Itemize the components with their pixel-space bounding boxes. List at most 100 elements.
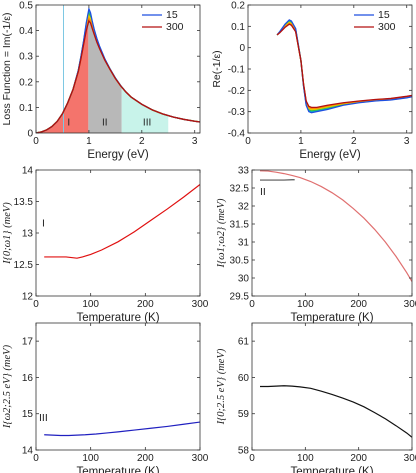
y-tick-label: 0.2 <box>231 1 245 12</box>
x-tick-label: 300 <box>404 299 416 310</box>
y-tick-label: 32 <box>238 202 250 213</box>
series-line-1 <box>260 385 412 438</box>
plot-area <box>260 385 412 438</box>
series-300 <box>36 19 200 133</box>
series-line-1 <box>44 184 200 259</box>
y-tick-label: 32.5 <box>230 184 250 195</box>
y-tick-label: 0 <box>239 43 245 54</box>
y-axis-label: I{0;ω1} (meV) <box>2 202 13 265</box>
y-tick-label: 15 <box>22 409 34 420</box>
plot-area <box>276 19 412 114</box>
panel-I1: 0 100 200 300 12 12.5 13 13.5 14 Temperature (K) I… <box>2 166 209 325</box>
x-tick-label: 200 <box>350 453 367 464</box>
region-label: I <box>67 117 70 128</box>
y-tick-label: 0.1 <box>231 22 245 33</box>
x-axis-label: Temperature (K) <box>290 312 373 324</box>
y-tick-label: 29.5 <box>230 292 250 303</box>
x-tick-label: 3 <box>404 136 410 147</box>
x-tick-label: 2 <box>351 136 357 147</box>
region-label: II <box>102 117 108 128</box>
y-tick-label: 0.5 <box>19 1 33 12</box>
x-tick-label: 300 <box>404 453 416 464</box>
y-tick-label: 12.5 <box>14 260 34 271</box>
legend-label: 15 <box>378 9 390 21</box>
plot-area <box>44 184 200 259</box>
y-tick-label: 12 <box>22 292 34 303</box>
plot-area <box>44 421 200 437</box>
y-tick-label: -0.1 <box>228 65 246 76</box>
y-axis-label: Loss Function = Im(-1/ε) <box>1 13 13 126</box>
y-tick-label: -0.4 <box>228 129 246 140</box>
x-tick-label: 200 <box>137 453 154 464</box>
axes-frame <box>35 169 201 297</box>
x-tick-label: 1 <box>86 136 92 147</box>
y-tick-label: 30.5 <box>230 256 250 267</box>
y-tick-label: 0.2 <box>19 77 33 88</box>
series-15 <box>276 19 412 114</box>
x-tick-label: 300 <box>192 453 209 464</box>
x-axis-label: Temperature (K) <box>290 466 373 473</box>
region-3 <box>121 87 169 133</box>
panel-total: 0 100 200 300 58 59 60 61 Temperature (K) I{0;2.5… <box>216 322 416 473</box>
x-tick-label: 2 <box>139 136 145 147</box>
x-tick-label: 0 <box>245 136 251 147</box>
x-tick-label: 100 <box>297 453 314 464</box>
panel-III: 0 100 200 300 14 15 16 17 Temperature (K) I{ω2;2.… <box>2 322 209 473</box>
x-axis-label: Temperature (K) <box>76 466 159 473</box>
x-tick-label: 0 <box>249 299 255 310</box>
x-tick-label: 0 <box>33 136 39 147</box>
y-axis-label: I{0;2.5 eV} (meV) <box>216 348 227 425</box>
legend-label: 300 <box>378 21 396 33</box>
y-tick-label: 58 <box>238 446 250 457</box>
axes-frame <box>251 169 413 297</box>
x-tick-label: 1 <box>298 136 304 147</box>
y-tick-label: 16 <box>22 373 34 384</box>
series-line-1 <box>44 421 200 437</box>
y-tick-label: 30 <box>238 274 250 285</box>
y-tick-label: 0.3 <box>19 52 33 63</box>
y-tick-label: 0.1 <box>19 103 33 114</box>
y-tick-label: 0 <box>27 129 33 140</box>
y-axis-label: I{ω1;ω2} (meV) <box>216 198 227 269</box>
x-axis-label: Energy (eV) <box>87 149 149 161</box>
y-tick-label: 13.5 <box>14 197 34 208</box>
panel-II: 0 100 200 300 29.5 30 30.5 31 31.5 32 32.5 33 Temper… <box>216 166 416 325</box>
x-tick-label: 0 <box>33 299 39 310</box>
x-tick-label: 100 <box>82 453 99 464</box>
axes-frame <box>35 4 201 134</box>
panel-label: III <box>39 412 48 424</box>
region-2 <box>88 21 122 133</box>
x-tick-label: 300 <box>192 299 209 310</box>
y-tick-label: -0.3 <box>228 107 246 118</box>
legend-label: 300 <box>166 21 184 33</box>
x-tick-label: 100 <box>82 299 99 310</box>
y-tick-label: 61 <box>238 337 250 348</box>
x-tick-label: 200 <box>137 299 154 310</box>
y-tick-label: 31 <box>238 238 250 249</box>
axes-frame <box>251 322 413 451</box>
y-tick-label: 0.4 <box>19 26 33 37</box>
y-tick-label: 33 <box>238 166 250 177</box>
y-tick-label: 14 <box>22 166 34 177</box>
series-300 <box>276 23 412 109</box>
panel-re: 0 1 2 3 -0.4 -0.3 -0.2 -0.1 0 0.1 0.2 Energy (eV) Re… <box>211 1 413 161</box>
x-tick-label: 3 <box>192 136 198 147</box>
panel-label: I <box>42 218 45 230</box>
plot-area <box>259 170 412 282</box>
region-1 <box>36 22 89 133</box>
x-tick-label: 100 <box>297 299 314 310</box>
axes-frame <box>35 322 201 451</box>
y-tick-label: 31.5 <box>230 220 250 231</box>
legend-label: 15 <box>166 9 178 21</box>
panel-label: II <box>260 186 266 198</box>
y-axis-label: I{ω2;2.5 eV} (meV) <box>2 344 13 429</box>
y-tick-label: -0.2 <box>228 86 246 97</box>
x-tick-label: 0 <box>33 453 39 464</box>
series-line-2 <box>259 170 412 282</box>
y-tick-label: 14 <box>22 446 34 457</box>
y-tick-label: 13 <box>22 229 34 240</box>
y-tick-label: 59 <box>238 409 250 420</box>
